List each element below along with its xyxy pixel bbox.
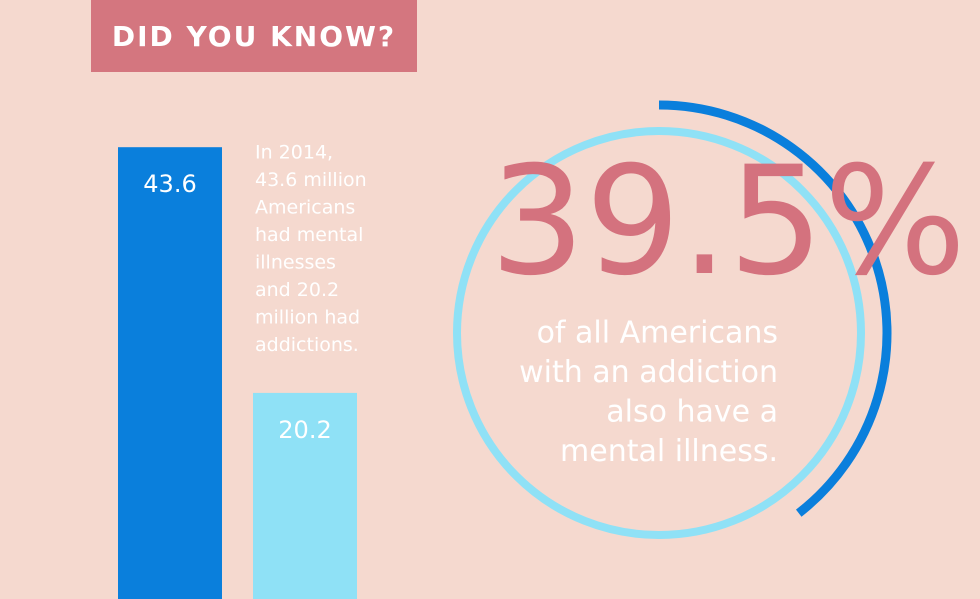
gauge-value-label: 39.5%: [490, 135, 967, 309]
gauge-track: [453, 127, 865, 539]
annotation-line: In 2014,: [255, 142, 333, 164]
gauge-arc: [658, 100, 892, 517]
gauge-annotation-line: mental illness.: [560, 434, 778, 469]
annotation-line: had mental: [255, 224, 363, 246]
gauge-annotation-line: with an addiction: [519, 355, 778, 390]
gauge-annotation-line: of all Americans: [537, 316, 778, 351]
title-box: [91, 0, 417, 72]
annotation-line: illnesses: [255, 252, 336, 274]
bar: [253, 392, 357, 599]
bar: [118, 147, 222, 599]
annotation-line: Americans: [255, 197, 355, 219]
annotation-line: million had: [255, 307, 360, 329]
annotation-line: 43.6 million: [255, 169, 367, 191]
annotation-line: and 20.2: [255, 279, 339, 301]
value-label: 20.2: [278, 416, 331, 444]
value-label: 43.6: [143, 170, 196, 198]
title: DID YOU KNOW?: [112, 20, 396, 53]
annotation-line: addictions.: [255, 334, 359, 356]
gauge-annotation-line: also have a: [606, 395, 778, 430]
